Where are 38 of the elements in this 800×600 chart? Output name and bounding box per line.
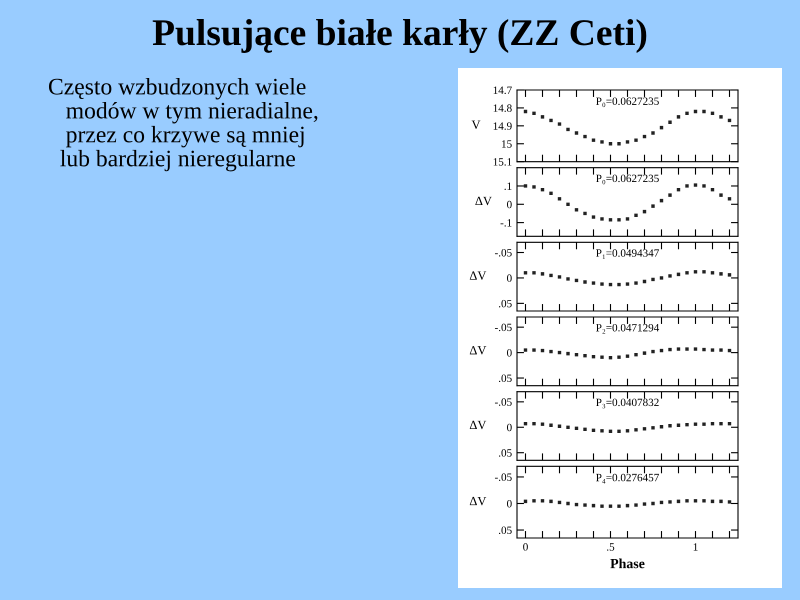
- y-tick-label: 14.9: [494, 122, 512, 130]
- y-tick-label: .05: [498, 300, 512, 308]
- annotation: P₄=0.0276457: [596, 474, 659, 484]
- y-tick-label: 0: [507, 349, 512, 357]
- text: Często wzbudzonych wiele modów w tym nieradialne, przez co krzywe są mniej lub bardziej nieregularne: [48, 78, 318, 172]
- y-tick-label: -.05: [494, 398, 512, 406]
- y-tick-label: .1: [504, 182, 512, 190]
- y-axis-title: ΔV: [470, 271, 486, 280]
- y-tick-label: .05: [498, 526, 512, 534]
- y-tick-label: 15.1: [494, 158, 512, 166]
- y-tick-label: 0: [507, 500, 512, 508]
- annotation: P₂=0.0471294: [596, 324, 660, 334]
- y-tick-label: .05: [498, 449, 512, 457]
- y-tick-label: -.05: [494, 324, 512, 332]
- x-tick-label: .5: [607, 543, 614, 551]
- y-tick-label: -.05: [494, 248, 512, 257]
- annotation: P₀=0.0627235: [596, 97, 659, 108]
- y-axis-title: ΔV: [475, 196, 492, 206]
- y-tick-label: 15: [502, 140, 512, 148]
- y-tick-label: 0: [507, 200, 512, 208]
- y-axis-title: V: [472, 120, 480, 130]
- y-tick-label: -.05: [494, 473, 512, 481]
- y-axis-title: ΔV: [470, 420, 486, 430]
- chart-title: Pulsujące białe karły (ZZ Ceti): [152, 18, 646, 54]
- y-axis-title: ΔV: [470, 346, 486, 355]
- y-axis-title: ΔV: [470, 496, 486, 506]
- y-tick-label: 14.7: [494, 86, 512, 94]
- y-tick-label: 0: [507, 274, 512, 282]
- x-axis-title: Phase: [610, 558, 644, 568]
- y-tick-label: -.1: [500, 219, 512, 227]
- annotation: P₀=0.0627235: [596, 174, 659, 184]
- x-tick-label: 0: [523, 543, 528, 551]
- annotation: P₃=0.0407832: [596, 398, 659, 408]
- y-tick-label: .05: [498, 374, 512, 382]
- x-tick-label: 1: [694, 543, 698, 551]
- y-tick-label: 14.8: [494, 104, 512, 112]
- annotation: P₁=0.0494347: [596, 249, 659, 259]
- y-tick-label: 0: [507, 424, 512, 432]
